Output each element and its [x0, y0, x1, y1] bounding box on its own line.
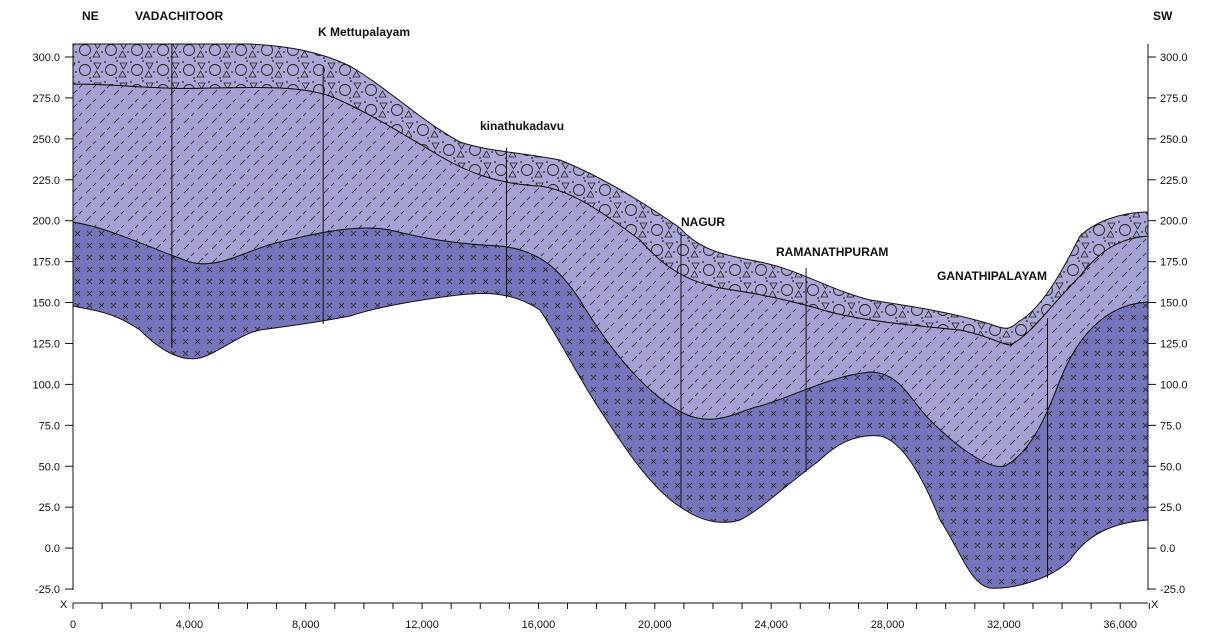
x-axis-ticks: 0 4,000 8,000 12,000 16,000 20,000 24,000 28,00…: [70, 603, 1150, 631]
y-tick-label-right: 175.0: [1160, 257, 1188, 269]
y-tick-label-left: 300.0: [32, 52, 60, 64]
y-tick-label-right: 75.0: [1160, 420, 1181, 432]
well-label: VADACHITOOR: [135, 9, 224, 23]
y-tick-label-right: 0.0: [1160, 543, 1175, 555]
y-tick-label-left: 250.0: [32, 134, 60, 146]
x-axis-end-label-right: X: [1151, 599, 1159, 611]
x-tick-label: 20,000: [638, 619, 672, 631]
x-tick-label: 32,000: [987, 619, 1021, 631]
well-label: GANATHIPALAYAM: [937, 269, 1047, 283]
y-tick-label-right: -25.0: [1160, 584, 1185, 596]
y-tick-label-right: 50.0: [1160, 461, 1181, 473]
direction-label-sw: SW: [1153, 9, 1173, 23]
x-tick-label: 16,000: [522, 619, 556, 631]
y-tick-label-right: 150.0: [1160, 298, 1188, 310]
x-tick-label: 36,000: [1103, 619, 1137, 631]
y-tick-label-right: 125.0: [1160, 338, 1188, 350]
well-label: NAGUR: [681, 215, 725, 229]
y-tick-label-right: 275.0: [1160, 93, 1188, 105]
y-tick-label-left: 125.0: [32, 338, 60, 350]
y-tick-label-right: 225.0: [1160, 175, 1188, 187]
x-axis-end-label-left: X: [60, 599, 68, 611]
well-label: kinathukadavu: [480, 119, 564, 133]
y-tick-label-left: 225.0: [32, 175, 60, 187]
y-tick-label-left: 200.0: [32, 216, 60, 228]
wells-group: VADACHITOOR K Mettupalayam kinathukadavu NA…: [135, 9, 1049, 578]
direction-label-ne: NE: [82, 9, 99, 23]
gravel-layer: [72, 43, 1149, 346]
y-tick-label-left: 175.0: [32, 257, 60, 269]
y-tick-label-right: 200.0: [1160, 216, 1188, 228]
y-tick-label-left: 50.0: [39, 461, 60, 473]
x-tick-label: 4,000: [176, 619, 204, 631]
y-tick-label-right: 250.0: [1160, 134, 1188, 146]
x-tick-label: 28,000: [871, 619, 905, 631]
y-tick-label-right: 300.0: [1160, 52, 1188, 64]
y-tick-label-left: 150.0: [32, 298, 60, 310]
y-tick-label-left: 100.0: [32, 379, 60, 391]
x-tick-label: 12,000: [405, 619, 439, 631]
y-axis-ticks: 300.0 300.0 275.0 275.0 250.0 250.0 225.0 225.0…: [32, 52, 1187, 596]
x-tick-label: 24,000: [754, 619, 788, 631]
well-label: RAMANATHPURAM: [776, 245, 888, 259]
y-tick-label-left: 275.0: [32, 93, 60, 105]
y-tick-label-left: 0.0: [45, 543, 60, 555]
y-tick-label-right: 25.0: [1160, 502, 1181, 514]
x-tick-label: 0: [70, 619, 76, 631]
y-tick-label-left: 75.0: [39, 420, 60, 432]
well-label: K Mettupalayam: [318, 25, 410, 39]
y-tick-label-right: 100.0: [1160, 379, 1188, 391]
y-tick-label-left: 25.0: [39, 502, 60, 514]
x-tick-label: 8,000: [292, 619, 320, 631]
y-tick-label-left: -25.0: [35, 584, 60, 596]
